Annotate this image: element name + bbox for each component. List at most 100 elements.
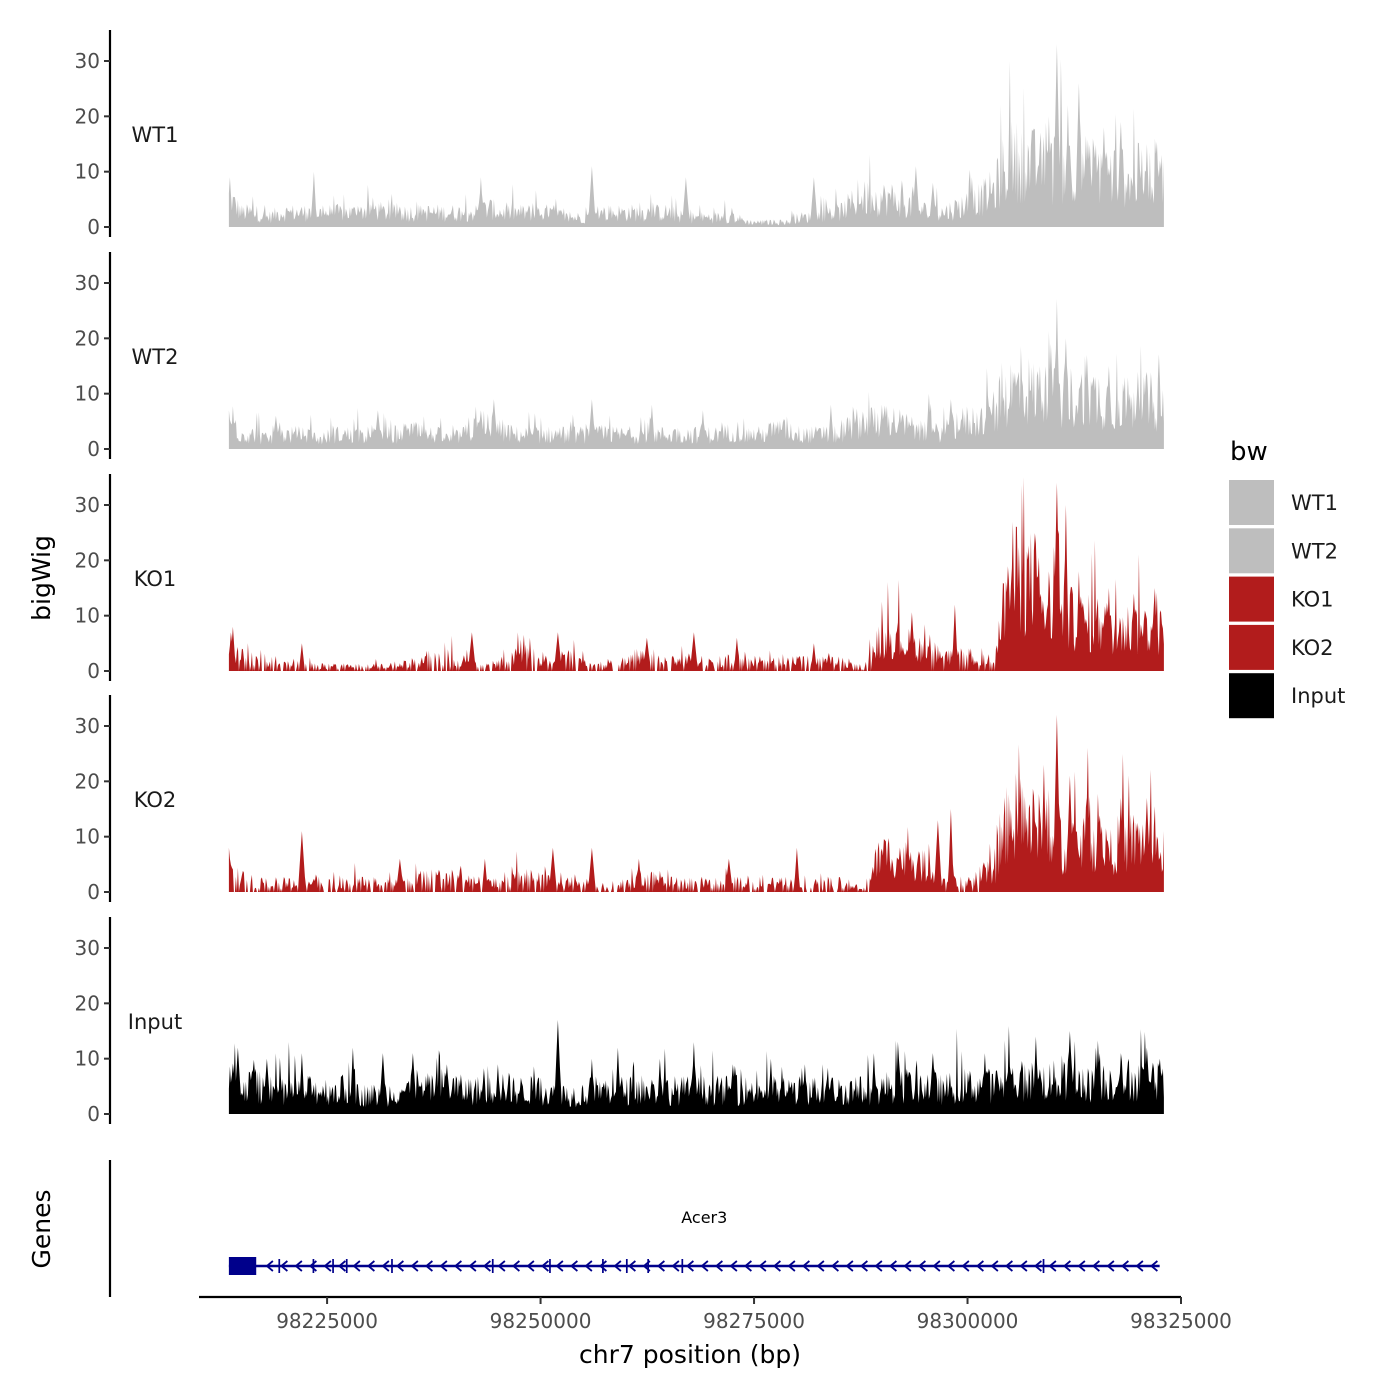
strand-chevron	[279, 1260, 288, 1272]
strand-chevron	[874, 1260, 883, 1272]
gene-exon	[278, 1259, 281, 1273]
legend-key-ko1	[1229, 576, 1274, 622]
gene-exon	[391, 1259, 393, 1273]
strand-chevron	[903, 1260, 912, 1272]
track-label-wt1: WT1	[132, 123, 179, 147]
strand-chevron	[598, 1260, 607, 1272]
strand-chevron	[830, 1260, 839, 1272]
legend-key-wt2	[1229, 528, 1274, 574]
strand-chevron	[497, 1260, 506, 1272]
gene-label: Acer3	[681, 1208, 727, 1227]
strand-chevron	[772, 1260, 781, 1272]
gene-exon	[228, 1257, 257, 1275]
strand-chevron	[381, 1260, 390, 1272]
y-tick-label: 20	[75, 548, 100, 572]
x-tick-label: 98250000	[490, 1309, 592, 1333]
track-panels: 0 10 20 30 WT1 0 10 20 30 WT2 0 10 20 30 KO1 0 10 20 30 KO2…	[75, 30, 1164, 1126]
y-tick-label: 0	[87, 1102, 100, 1126]
signal-area-wt2	[228, 299, 1164, 449]
strand-chevron	[555, 1260, 564, 1272]
strand-chevron	[729, 1260, 738, 1272]
strand-chevron	[1019, 1260, 1028, 1272]
y-tick-label: 10	[75, 160, 100, 184]
gene-exon	[602, 1259, 604, 1273]
signal-area-ko1	[228, 477, 1164, 671]
strand-chevron	[932, 1260, 941, 1272]
strand-chevron	[888, 1260, 897, 1272]
x-tick-label: 98325000	[1130, 1309, 1232, 1333]
strand-chevron	[758, 1260, 767, 1272]
y-tick-label: 0	[87, 659, 100, 683]
strand-chevron	[613, 1260, 622, 1272]
strand-chevron	[337, 1260, 346, 1272]
y-tick-label: 20	[75, 991, 100, 1015]
strand-chevron	[859, 1260, 868, 1272]
strand-chevron	[395, 1260, 404, 1272]
legend-label-ko2: KO2	[1291, 636, 1334, 660]
strand-chevron	[990, 1260, 999, 1272]
legend-key-input	[1229, 673, 1274, 719]
track-label-ko2: KO2	[134, 788, 177, 812]
strand-chevron	[482, 1260, 491, 1272]
y-tick-label: 10	[75, 382, 100, 406]
x-axis: 98225000 98250000 98275000 98300000 98325000	[199, 1295, 1232, 1333]
strand-chevron	[569, 1260, 578, 1272]
gene-exon	[312, 1259, 315, 1273]
strand-chevron	[511, 1260, 520, 1272]
strand-chevron	[1033, 1260, 1042, 1272]
legend-key-wt1	[1229, 480, 1274, 525]
strand-chevron	[1091, 1260, 1100, 1272]
y-tick-label: 0	[87, 215, 100, 239]
strand-chevron	[743, 1260, 752, 1272]
strand-chevron	[801, 1260, 810, 1272]
strand-chevron	[1048, 1260, 1057, 1272]
strand-chevron	[323, 1260, 332, 1272]
strand-chevron	[424, 1260, 433, 1272]
strand-chevron	[526, 1260, 535, 1272]
legend-label-wt2: WT2	[1291, 539, 1338, 563]
strand-chevron	[1062, 1260, 1071, 1272]
gene-exon	[491, 1259, 494, 1273]
track-label-wt2: WT2	[132, 345, 179, 369]
legend-label-wt1: WT1	[1291, 491, 1338, 515]
y-tick-label: 0	[87, 880, 100, 904]
strand-chevron	[540, 1260, 549, 1272]
x-axis-title: chr7 position (bp)	[579, 1340, 801, 1369]
y-tick-label: 30	[75, 936, 100, 960]
signal-area-ko2	[228, 714, 1164, 892]
legend-key-ko2	[1229, 624, 1274, 670]
y-tick-label: 20	[75, 326, 100, 350]
y-tick-label: 30	[75, 493, 100, 517]
genes-axis-title: Genes	[27, 1189, 56, 1268]
gene-exon	[1042, 1259, 1045, 1273]
gene-exon	[345, 1259, 348, 1273]
strand-chevron	[946, 1260, 955, 1272]
gene-exon	[549, 1259, 551, 1273]
y-axis-title: bigWig	[27, 535, 56, 621]
strand-chevron	[961, 1260, 970, 1272]
track-panel-ko1: 0 10 20 30 KO1	[75, 474, 1164, 683]
strand-chevron	[468, 1260, 477, 1272]
y-tick-label: 30	[75, 49, 100, 73]
signal-area-wt1	[228, 44, 1164, 228]
legend-label-ko1: KO1	[1291, 588, 1334, 612]
strand-chevron	[1077, 1260, 1086, 1272]
strand-chevron	[1120, 1260, 1129, 1272]
strand-chevron	[366, 1260, 375, 1272]
x-tick-label: 98225000	[276, 1309, 378, 1333]
strand-chevron	[439, 1260, 448, 1272]
strand-chevron	[308, 1260, 317, 1272]
strand-chevron	[975, 1260, 984, 1272]
legend: bw WT1 WT2 KO1 KO2 Input	[1229, 437, 1345, 719]
signal-area-input	[228, 1019, 1164, 1114]
y-tick-label: 20	[75, 769, 100, 793]
y-tick-label: 10	[75, 825, 100, 849]
strand-chevron	[265, 1260, 274, 1272]
x-tick-label: 98300000	[917, 1309, 1019, 1333]
strand-chevron	[787, 1260, 796, 1272]
track-panel-ko2: 0 10 20 30 KO2	[75, 695, 1164, 904]
legend-title: bw	[1230, 437, 1268, 467]
strand-chevron	[671, 1260, 680, 1272]
strand-chevron	[627, 1260, 636, 1272]
